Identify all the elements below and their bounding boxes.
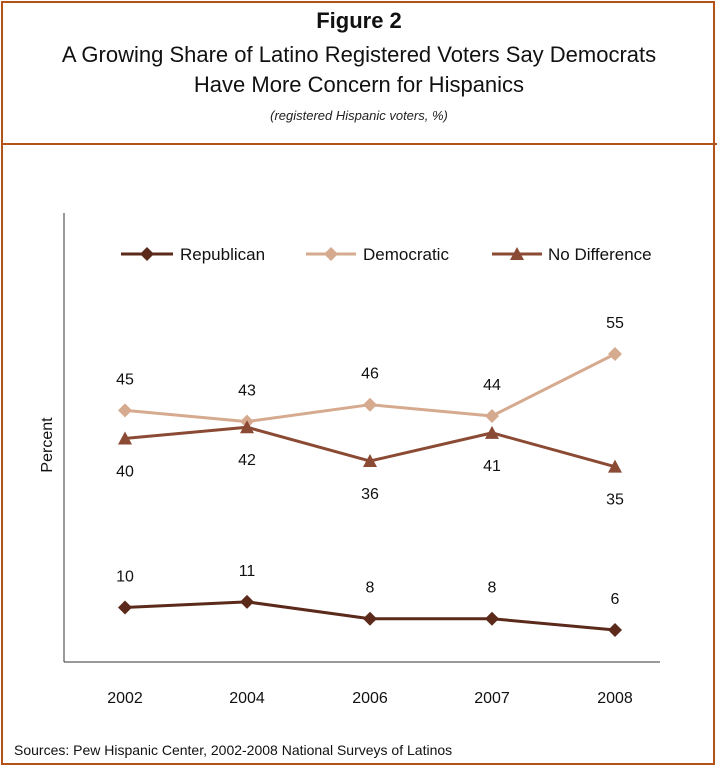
democratic-marker-2006 — [363, 397, 377, 412]
legend-marker-republican — [140, 247, 154, 261]
democratic-data-label-2007: 44 — [483, 377, 501, 394]
no-difference-marker-2008 — [608, 459, 622, 473]
legend-label-republican: Republican — [180, 245, 265, 264]
x-tick-label-2008: 2008 — [597, 690, 633, 707]
no-difference-data-label-2007: 41 — [483, 458, 501, 475]
legend-marker-democratic — [324, 247, 338, 261]
democratic-data-label-2008: 55 — [606, 315, 624, 332]
no-difference-data-label-2002: 40 — [116, 463, 134, 480]
republican-data-label-2002: 10 — [116, 568, 134, 585]
x-tick-label-2004: 2004 — [229, 690, 265, 707]
republican-marker-2008 — [608, 623, 622, 637]
chart-title-line-1: A Growing Share of Latino Registered Vot… — [61, 42, 657, 67]
no-difference-data-label-2004: 42 — [238, 452, 256, 469]
x-tick-label-2006: 2006 — [352, 690, 388, 707]
header-divider — [1, 143, 717, 145]
democratic-marker-2002 — [118, 403, 132, 418]
chart-subtitle: (registered Hispanic voters, %) — [270, 108, 448, 123]
no-difference-marker-2006 — [363, 454, 377, 468]
democratic-data-label-2006: 46 — [361, 366, 379, 383]
no-difference-marker-2002 — [118, 431, 132, 445]
x-tick-label-2007: 2007 — [474, 690, 510, 707]
republican-marker-2007 — [485, 611, 499, 626]
no-difference-marker-2004 — [240, 420, 254, 434]
line-chart: Percent 2002 2004 2006 2007 2008 10 11 8 8 6 45 43 46… — [39, 213, 660, 707]
republican-marker-2002 — [118, 600, 132, 615]
chart-title: A Growing Share of Latino Registered Vot… — [0, 40, 718, 100]
democratic-marker-2008 — [608, 347, 622, 361]
republican-marker-2006 — [363, 611, 377, 626]
no-difference-marker-2007 — [485, 425, 499, 439]
republican-data-label-2004: 11 — [239, 563, 256, 580]
republican-marker-2004 — [240, 594, 254, 609]
y-axis-label: Percent — [39, 417, 56, 473]
democratic-data-label-2002: 45 — [116, 371, 134, 388]
legend-marker-no-difference — [510, 247, 524, 260]
chart-title-line-2: Have More Concern for Hispanics — [193, 72, 525, 97]
legend-label-no-difference: No Difference — [548, 245, 652, 264]
republican-data-label-2006: 8 — [366, 580, 375, 597]
no-difference-data-label-2008: 35 — [606, 492, 624, 509]
source-note: Sources: Pew Hispanic Center, 2002-2008 … — [14, 742, 453, 758]
republican-data-label-2008: 6 — [611, 591, 620, 608]
figure-number: Figure 2 — [316, 8, 402, 33]
no-difference-data-label-2006: 36 — [361, 486, 379, 503]
x-tick-label-2002: 2002 — [107, 690, 143, 707]
legend-label-democratic: Democratic — [363, 245, 449, 264]
republican-data-label-2007: 8 — [488, 580, 497, 597]
figure-header: Figure 2 A Growing Share of Latino Regis… — [0, 0, 718, 143]
democratic-data-label-2004: 43 — [238, 383, 256, 400]
democratic-marker-2007 — [485, 408, 499, 423]
